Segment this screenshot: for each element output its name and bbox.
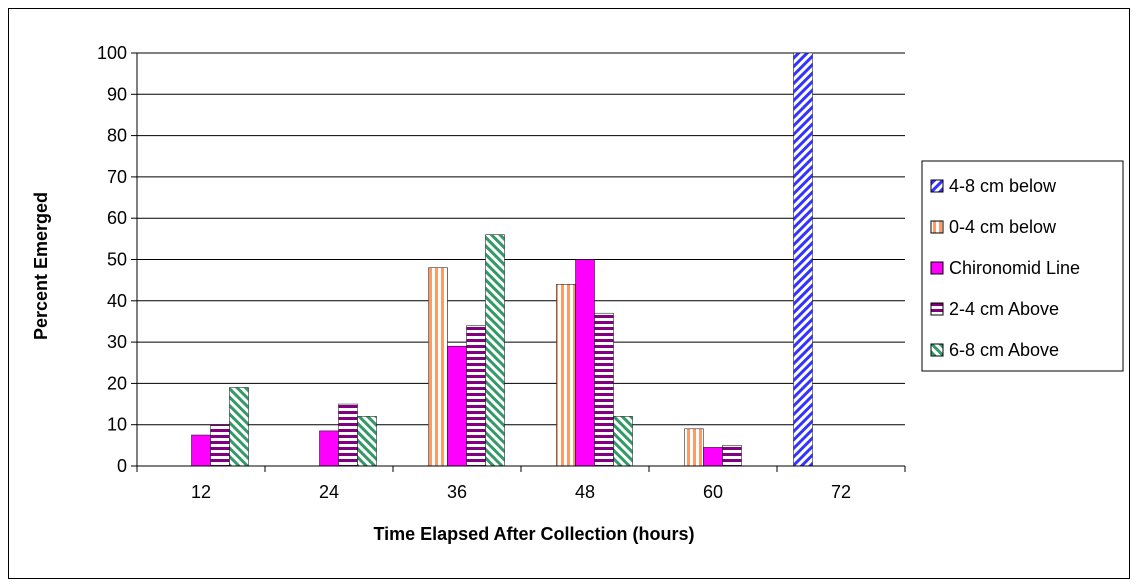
bar: [229, 387, 249, 467]
y-tick-label: 40: [107, 291, 127, 311]
axes: [136, 53, 906, 472]
y-tick-label: 100: [97, 43, 127, 63]
bars: [191, 52, 813, 467]
x-tick-label: 36: [447, 482, 467, 502]
legend-label: 6-8 cm Above: [949, 340, 1059, 360]
legend-box: [921, 160, 1124, 372]
bar: [191, 434, 211, 467]
bar: [210, 424, 230, 467]
x-tick-label: 72: [831, 482, 851, 502]
bar: [684, 428, 704, 467]
x-tick-labels: 12 24 36 48 60 72: [191, 482, 851, 502]
bar: [613, 416, 633, 467]
y-tick-label: 70: [107, 167, 127, 187]
legend-swatch: [930, 261, 944, 275]
legend-swatch: [930, 343, 944, 357]
y-tick-label: 20: [107, 373, 127, 393]
bar-chart: 0 10 20 30 40 50 60 70 80 90 100 12 24 36 48 60 72 Perc…: [31, 43, 1124, 544]
y-tick-label: 10: [107, 415, 127, 435]
y-tick-label: 80: [107, 126, 127, 146]
bar: [466, 325, 486, 467]
bar: [428, 267, 448, 467]
bar: [447, 345, 467, 467]
y-tick-label: 60: [107, 208, 127, 228]
y-axis-title: Percent Emerged: [31, 192, 51, 340]
y-tick-label: 30: [107, 332, 127, 352]
x-tick-label: 60: [703, 482, 723, 502]
y-tick-label: 0: [117, 456, 127, 476]
bar: [575, 259, 595, 467]
bar: [357, 416, 377, 467]
legend-swatch: [930, 302, 944, 316]
legend-label: 2-4 cm Above: [949, 299, 1059, 319]
bar: [556, 284, 576, 467]
legend-label: 0-4 cm below: [949, 217, 1057, 237]
legend: 4-8 cm below 0-4 cm below Chironomid Line 2…: [921, 160, 1124, 372]
bar: [319, 430, 339, 467]
legend-label: Chironomid Line: [949, 258, 1080, 278]
x-tick-label: 48: [575, 482, 595, 502]
chart-frame: 0 10 20 30 40 50 60 70 80 90 100 12 24 36 48 60 72 Perc…: [8, 8, 1130, 579]
gridlines: [131, 52, 905, 467]
bar: [485, 234, 505, 467]
bar: [722, 445, 742, 467]
legend-label: 4-8 cm below: [949, 176, 1057, 196]
bar: [793, 52, 813, 467]
y-tick-label: 50: [107, 250, 127, 270]
bar: [594, 312, 614, 467]
bar: [703, 447, 723, 467]
y-tick-label: 90: [107, 84, 127, 104]
legend-swatch: [930, 179, 944, 193]
bar: [338, 403, 358, 467]
x-axis-title: Time Elapsed After Collection (hours): [373, 524, 694, 544]
x-tick-label: 24: [319, 482, 339, 502]
legend-swatch: [930, 220, 944, 234]
y-tick-labels: 0 10 20 30 40 50 60 70 80 90 100: [97, 43, 127, 476]
x-tick-label: 12: [191, 482, 211, 502]
